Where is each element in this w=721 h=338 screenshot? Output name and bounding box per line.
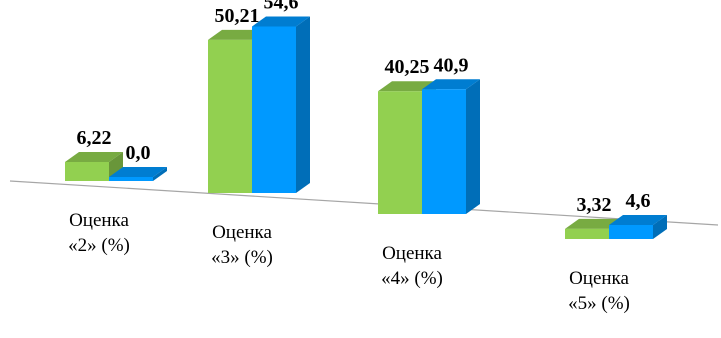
category-label: «5» (%) bbox=[568, 293, 630, 314]
bar-front-face bbox=[109, 177, 153, 181]
bar-front-face bbox=[65, 162, 109, 181]
bar-top-face bbox=[422, 79, 480, 90]
category-label: «4» (%) bbox=[381, 268, 443, 289]
data-label: 0,0 bbox=[126, 142, 151, 164]
data-label: 40,9 bbox=[434, 54, 469, 76]
bar bbox=[65, 152, 123, 181]
bar-front-face bbox=[422, 89, 466, 214]
data-label: 50,21 bbox=[215, 5, 260, 27]
baseline-axis bbox=[9, 180, 719, 226]
bar-front-face bbox=[565, 228, 609, 239]
category-label: Оценка bbox=[569, 268, 629, 289]
bar-side-face bbox=[109, 152, 123, 181]
category-label: Оценка bbox=[69, 210, 129, 231]
data-label: 54,6 bbox=[264, 0, 299, 13]
data-label: 6,22 bbox=[77, 127, 112, 149]
category-labels: Оценка «2» (%) Оценка «3» (%) Оценка «4» (%) О… bbox=[68, 210, 630, 314]
data-labels: 6,22 0,0 50,21 54,6 40,25 40,9 3,32 4,6 bbox=[77, 0, 651, 216]
category-label: «3» (%) bbox=[211, 247, 273, 268]
bar bbox=[252, 16, 310, 193]
bar bbox=[422, 79, 480, 214]
bar-top-face bbox=[65, 152, 123, 163]
data-label: 3,32 bbox=[577, 194, 612, 216]
bar-front-face bbox=[208, 39, 252, 194]
bar-top-face bbox=[609, 214, 667, 225]
bar-front-face bbox=[252, 26, 296, 193]
bar-top-face bbox=[208, 29, 266, 40]
category-label: Оценка bbox=[212, 222, 272, 243]
bar bbox=[109, 167, 167, 181]
data-label: 4,6 bbox=[626, 190, 651, 212]
category-label: «2» (%) bbox=[68, 235, 130, 256]
bar bbox=[609, 214, 667, 239]
bar-top-face bbox=[109, 167, 167, 177]
category-label: Оценка bbox=[382, 243, 442, 264]
bar-side-face bbox=[296, 16, 310, 193]
bar-front-face bbox=[609, 224, 653, 239]
bar-side-face bbox=[466, 79, 480, 214]
bars bbox=[65, 16, 667, 239]
bar-side-face bbox=[153, 167, 167, 181]
bar-front-face bbox=[378, 91, 422, 214]
bar-top-face bbox=[252, 16, 310, 27]
bar-top-face bbox=[378, 81, 436, 92]
bar-top-face bbox=[565, 218, 623, 229]
bar-side-face bbox=[653, 214, 667, 239]
data-label: 40,25 bbox=[385, 56, 430, 78]
